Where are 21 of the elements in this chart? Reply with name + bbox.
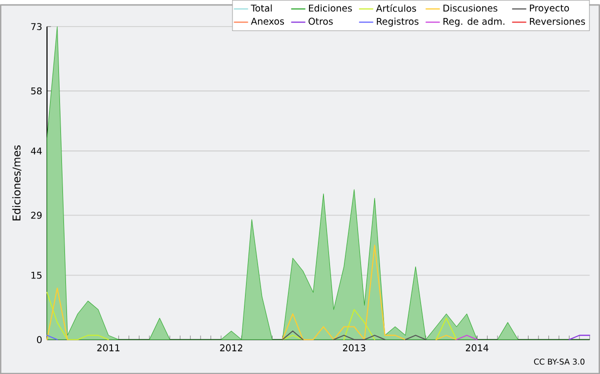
x-tick-label: 2014: [466, 344, 488, 352]
x-tick-label: 2013: [343, 344, 366, 352]
legend-label: Artículos: [376, 4, 416, 12]
y-tick-label: 29: [31, 212, 42, 219]
legend-label: Otros: [308, 18, 333, 25]
legend-label: Reversiones: [530, 18, 585, 25]
y-tick-label: 0: [36, 336, 42, 343]
legend-label: Registros: [376, 18, 418, 27]
legend-label: Discusiones: [444, 4, 498, 12]
y-axis-title: Ediciones/mes: [12, 145, 22, 220]
y-tick-label: 15: [31, 272, 42, 279]
y-tick-label: 73: [31, 22, 42, 30]
y-tick-label: 44: [30, 147, 42, 154]
x-tick-label: 2012: [220, 344, 242, 352]
legend-label: Total: [250, 4, 272, 12]
x-tick-label: 2011: [97, 344, 120, 352]
legend-label: Ediciones: [309, 4, 352, 12]
legend-label: Proyecto: [530, 4, 569, 14]
y-tick-label: 58: [31, 87, 42, 94]
legend-label: Anexos: [250, 18, 284, 25]
legend-label: Reg. de adm.: [444, 18, 504, 27]
